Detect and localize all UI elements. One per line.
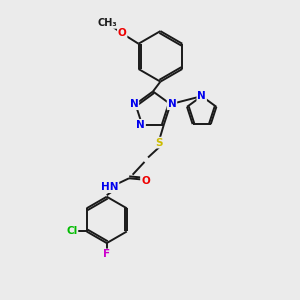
Text: O: O bbox=[141, 176, 150, 186]
Text: Cl: Cl bbox=[66, 226, 77, 236]
Text: HN: HN bbox=[101, 182, 118, 192]
Text: N: N bbox=[197, 91, 206, 101]
Text: CH₃: CH₃ bbox=[98, 18, 117, 28]
Text: F: F bbox=[103, 249, 110, 260]
Text: N: N bbox=[130, 99, 138, 109]
Text: N: N bbox=[168, 99, 176, 109]
Text: N: N bbox=[136, 120, 145, 130]
Text: S: S bbox=[156, 138, 163, 148]
Text: O: O bbox=[118, 28, 127, 38]
